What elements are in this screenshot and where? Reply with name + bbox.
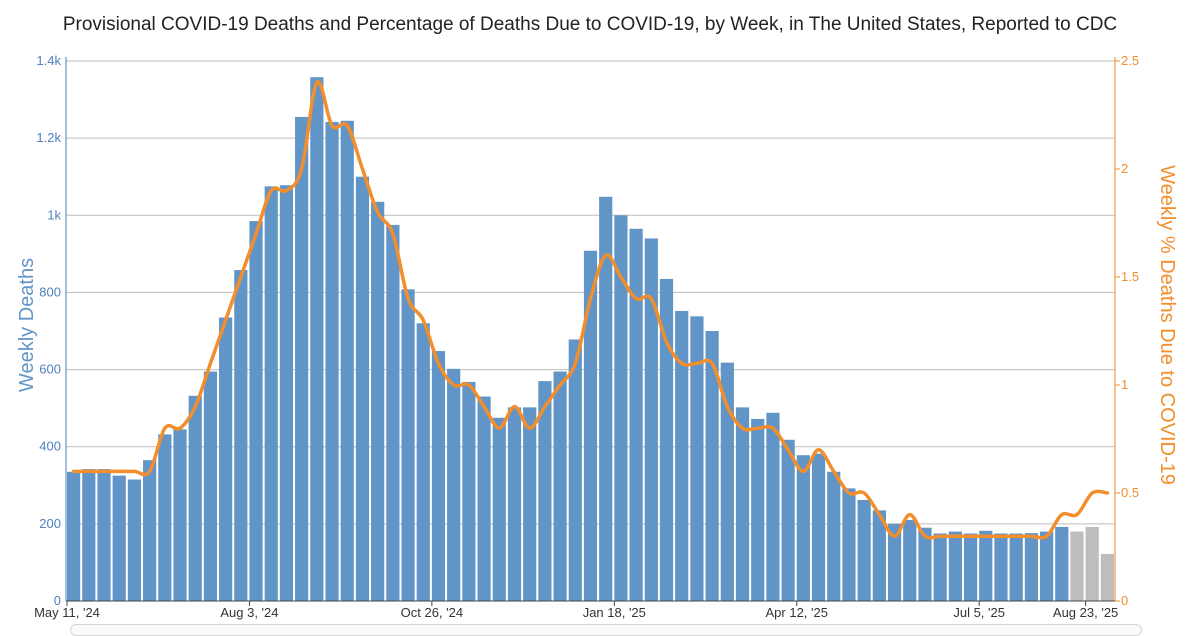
line-series: [71, 80, 1110, 540]
bar: [219, 317, 233, 601]
y-tick-label: 800: [39, 284, 61, 299]
bar: [249, 221, 263, 602]
bar: [173, 429, 187, 601]
bar: [948, 531, 962, 601]
y-tick-label: 400: [39, 439, 61, 454]
y2-tick-label: 0: [1121, 593, 1128, 608]
bar: [614, 215, 628, 602]
axes: 0 200 400 600 800 1k 1.2k 1.4k 0 0.5 1 1.5 2 2.5 May 1…: [34, 53, 1139, 620]
bar: [887, 523, 902, 601]
bar: [325, 121, 339, 601]
bar: [462, 381, 476, 601]
bar: [751, 418, 765, 601]
bar: [538, 381, 552, 601]
bar: [568, 339, 582, 601]
y2-tick-label: 1: [1121, 377, 1128, 392]
bar: [310, 77, 324, 601]
bar: [523, 407, 537, 601]
bar: [492, 417, 506, 601]
y2-tick-label: 2: [1121, 161, 1128, 176]
bar-incomplete: [1100, 553, 1114, 601]
bar: [371, 201, 385, 602]
bar: [675, 310, 689, 601]
chart-title: Provisional COVID-19 Deaths and Percenta…: [63, 14, 1117, 35]
y-tick-label: 0: [54, 593, 61, 608]
bar: [599, 196, 613, 601]
bar: [234, 270, 248, 601]
bar: [735, 407, 750, 601]
bar: [112, 475, 126, 601]
bar: [766, 412, 780, 601]
bar: [507, 407, 522, 601]
bar: [67, 471, 81, 601]
chart-footer-strip: [70, 624, 1142, 636]
bar: [1055, 526, 1069, 601]
bar: [355, 176, 370, 601]
bar: [659, 278, 674, 601]
bar: [1024, 533, 1038, 601]
x-tick-label: Aug 3, '24: [220, 605, 278, 620]
bar: [644, 238, 658, 601]
bar: [158, 434, 172, 601]
bar: [781, 439, 795, 601]
x-tick-label: Jan 18, '25: [583, 605, 646, 620]
bar: [340, 120, 354, 602]
y-tick-label: 1.2k: [36, 130, 61, 145]
bar: [279, 185, 294, 601]
bar: [127, 479, 142, 601]
bar-incomplete: [1070, 531, 1084, 601]
bar-incomplete: [1085, 526, 1099, 601]
bar: [629, 228, 643, 602]
bar: [827, 471, 841, 601]
bar: [203, 371, 218, 601]
y-tick-label: 600: [39, 362, 61, 377]
bar: [416, 323, 430, 601]
bar: [994, 533, 1008, 601]
bar: [97, 469, 111, 601]
x-tick-label: Jul 5, '25: [953, 605, 1005, 620]
bar: [295, 116, 309, 601]
bar: [963, 533, 978, 601]
x-tick-label: Aug 23, '25: [1053, 605, 1118, 620]
bar: [553, 371, 567, 601]
bar: [431, 351, 446, 601]
bar: [933, 533, 947, 601]
percent-deaths-line: [71, 80, 1110, 540]
bar: [903, 520, 917, 601]
bar: [796, 455, 810, 601]
bar: [842, 488, 856, 601]
y-tick-label: 1k: [47, 207, 61, 222]
y2-tick-label: 1.5: [1121, 269, 1139, 284]
y-axis-title: Weekly Deaths: [16, 258, 38, 392]
y-tick-label: 200: [39, 516, 61, 531]
y2-tick-label: 2.5: [1121, 53, 1139, 68]
x-tick-label: May 11, '24: [34, 605, 100, 620]
bar: [872, 510, 886, 601]
bar: [264, 186, 278, 601]
bar: [583, 250, 598, 601]
bar: [1009, 533, 1023, 601]
bar: [857, 499, 871, 601]
bar: [401, 289, 415, 601]
bar: [447, 368, 461, 601]
bar: [1039, 531, 1054, 601]
y2-axis-title: Weekly % Deaths Due to COVID-19: [1156, 165, 1178, 485]
bar: [386, 224, 400, 601]
y2-tick-label: 0.5: [1121, 485, 1139, 500]
bar: [811, 453, 826, 601]
bar: [477, 396, 491, 601]
y-tick-label: 1.4k: [36, 53, 61, 68]
bars: [67, 77, 1114, 602]
bar: [143, 460, 157, 601]
bar: [705, 331, 719, 601]
bar: [82, 469, 96, 601]
bar: [979, 530, 993, 601]
bar: [690, 316, 704, 601]
bar: [720, 362, 734, 601]
x-tick-label: Oct 26, '24: [401, 605, 463, 620]
bar: [188, 395, 202, 601]
x-tick-label: Apr 12, '25: [766, 605, 828, 620]
bar: [918, 527, 932, 601]
